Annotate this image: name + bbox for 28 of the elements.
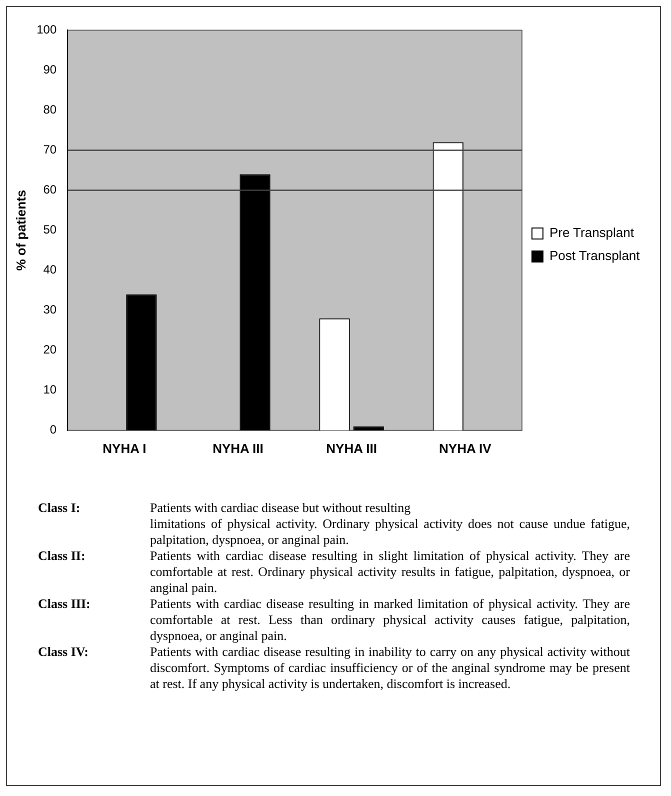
y-tick-label: 30 bbox=[43, 302, 57, 317]
y-axis-title: % of patients bbox=[13, 190, 28, 271]
text: Class IV: bbox=[38, 644, 90, 661]
y-tick-label: 90 bbox=[43, 62, 57, 77]
y-tick-label: 10 bbox=[43, 382, 57, 397]
y-tick-label: 60 bbox=[43, 182, 57, 197]
y-tick-label: 50 bbox=[43, 222, 57, 237]
text: Class II: bbox=[38, 548, 86, 565]
bar bbox=[126, 294, 157, 430]
y-tick-label: 100 bbox=[36, 22, 57, 37]
x-tick-label: NYHA I bbox=[102, 440, 146, 456]
legend-label: Pre Transplant bbox=[549, 225, 634, 240]
x-tick-label: NYHA III bbox=[212, 440, 264, 456]
y-tick-label: 20 bbox=[43, 342, 57, 357]
y-tick-label: 0 bbox=[50, 422, 57, 437]
text: Class III: bbox=[38, 596, 92, 613]
bar bbox=[240, 174, 270, 430]
legend-label: Post Transplant bbox=[549, 248, 640, 264]
text: Class I: bbox=[38, 500, 82, 517]
text: Patients with cardiac disease resulting in marked limitation of physical activity. They are comfortable at rest. Less than ordinary physical activity causes fatigue, palpitation, dyspnoea, or anginal pain. bbox=[150, 596, 630, 644]
y-tick-label: 40 bbox=[43, 262, 57, 277]
y-tick-label: 80 bbox=[43, 102, 57, 117]
y-tick-label: 70 bbox=[43, 142, 57, 157]
text: Patients with cardiac disease resulting in inability to carry on any physical activity without discomfort. Symptoms of cardiac insufficiency or of the anginal syndrome may be present at rest. If any physical activity is undertaken, discomfort is increased. bbox=[150, 644, 630, 692]
x-tick-label: NYHA III bbox=[326, 440, 377, 456]
text: Patients with cardiac disease but without resulting limitations of physical activity. Ordinary physical activity does not cause undue fatigue, palpitation, dyspnoea, or anginal pain. bbox=[150, 500, 630, 548]
text: Patients with cardiac disease resulting in slight limitation of physical activity. They are comfortable at rest. Ordinary physical activity results in fatigue, palpitation, dyspnoea, or anginal pain. bbox=[150, 548, 630, 596]
x-tick-label: NYHA IV bbox=[439, 440, 492, 456]
